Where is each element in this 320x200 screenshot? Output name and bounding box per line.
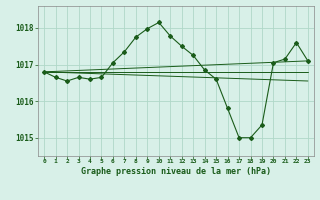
X-axis label: Graphe pression niveau de la mer (hPa): Graphe pression niveau de la mer (hPa): [81, 167, 271, 176]
